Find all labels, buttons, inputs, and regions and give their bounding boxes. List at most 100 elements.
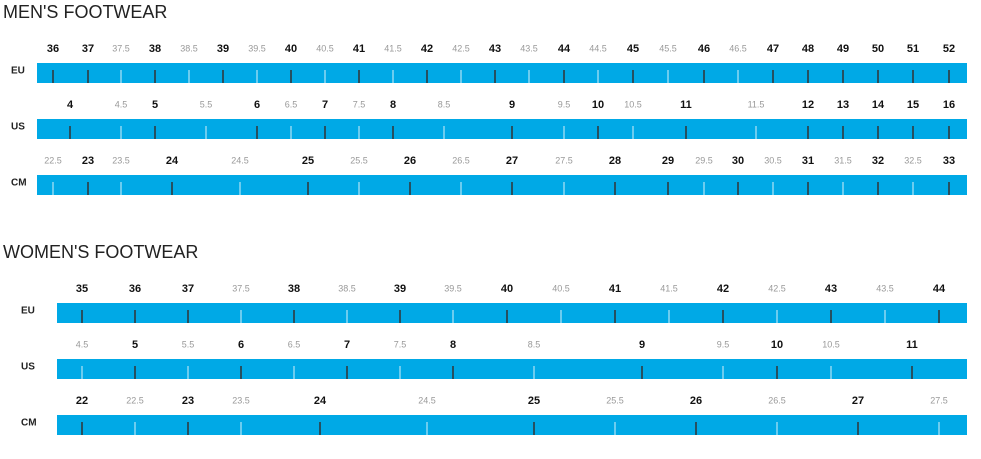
size-label: 27	[852, 395, 864, 407]
size-label: 39.5	[248, 43, 266, 53]
size-label: 22.5	[44, 155, 62, 165]
size-label: 16	[943, 99, 955, 111]
size-label: 8	[450, 339, 456, 351]
size-label: 7	[322, 99, 328, 111]
row-label: CM	[21, 418, 37, 429]
size-label: 29.5	[695, 155, 713, 165]
size-label: 42.5	[452, 43, 470, 53]
size-label: 6	[238, 339, 244, 351]
size-bar	[57, 303, 967, 323]
size-label: 38	[288, 283, 300, 295]
size-label: 44.5	[589, 43, 607, 53]
size-label: 23.5	[232, 395, 250, 405]
size-label: 29	[662, 155, 674, 167]
size-label: 25	[528, 395, 540, 407]
row-label: EU	[11, 66, 25, 77]
size-label: 7.5	[394, 339, 407, 349]
size-label: 10	[771, 339, 783, 351]
size-label: 40	[285, 43, 297, 55]
size-label: 43	[825, 283, 837, 295]
size-label: 10.5	[822, 339, 840, 349]
size-bar	[37, 175, 967, 195]
size-label: 6	[254, 99, 260, 111]
size-label: 5	[132, 339, 138, 351]
size-label: 37.5	[232, 283, 250, 293]
size-label: 27.5	[930, 395, 948, 405]
size-label: 32	[872, 155, 884, 167]
size-label: 5.5	[200, 99, 213, 109]
row-label: EU	[21, 306, 35, 317]
size-label: 4.5	[76, 339, 89, 349]
size-label: 26	[690, 395, 702, 407]
size-label: 8.5	[438, 99, 451, 109]
size-label: 38	[149, 43, 161, 55]
size-label: 42	[421, 43, 433, 55]
size-label: 37	[82, 43, 94, 55]
size-label: 46.5	[729, 43, 747, 53]
size-label: 30.5	[764, 155, 782, 165]
size-label: 24.5	[418, 395, 436, 405]
size-label: 41.5	[660, 283, 678, 293]
size-label: 23.5	[112, 155, 130, 165]
size-label: 6.5	[285, 99, 298, 109]
size-label: 8	[390, 99, 396, 111]
size-label: 39	[217, 43, 229, 55]
size-label: 5.5	[182, 339, 195, 349]
size-label: 45.5	[659, 43, 677, 53]
size-label: 36	[129, 283, 141, 295]
size-label: 51	[907, 43, 919, 55]
size-label: 25.5	[350, 155, 368, 165]
size-label: 45	[627, 43, 639, 55]
size-bar	[57, 359, 967, 379]
row-label: CM	[11, 178, 27, 189]
size-label: 26.5	[768, 395, 786, 405]
size-label: 25.5	[606, 395, 624, 405]
size-label: 11	[680, 99, 692, 111]
size-label: 26.5	[452, 155, 470, 165]
row-label: US	[11, 122, 25, 133]
size-label: 27.5	[555, 155, 573, 165]
size-label: 31	[802, 155, 814, 167]
size-label: 41	[353, 43, 365, 55]
size-label: 4	[67, 99, 74, 111]
size-label: 39	[394, 283, 406, 295]
size-label: 42	[717, 283, 729, 295]
size-label: 40	[501, 283, 513, 295]
size-label: 24	[314, 395, 327, 407]
size-label: 27	[506, 155, 518, 167]
size-label: 8.5	[528, 339, 541, 349]
size-label: 43	[489, 43, 501, 55]
size-label: 52	[943, 43, 955, 55]
section-title: WOMEN'S FOOTWEAR	[3, 242, 198, 262]
size-label: 38.5	[338, 283, 356, 293]
size-label: 40.5	[552, 283, 570, 293]
size-label: 22.5	[126, 395, 144, 405]
size-label: 31.5	[834, 155, 852, 165]
size-label: 36	[47, 43, 59, 55]
size-label: 46	[698, 43, 710, 55]
size-label: 22	[76, 395, 88, 407]
size-label: 9	[509, 99, 515, 111]
size-label: 25	[302, 155, 314, 167]
size-label: 28	[609, 155, 621, 167]
size-label: 4.5	[115, 99, 128, 109]
size-label: 23	[182, 395, 194, 407]
size-label: 30	[732, 155, 744, 167]
size-label: 23	[82, 155, 94, 167]
size-label: 43.5	[520, 43, 538, 53]
size-label: 14	[872, 99, 885, 111]
size-label: 49	[837, 43, 849, 55]
size-label: 33	[943, 155, 955, 167]
size-label: 35	[76, 283, 88, 295]
size-label: 26	[404, 155, 416, 167]
size-label: 32.5	[904, 155, 922, 165]
size-label: 11.5	[748, 99, 765, 109]
size-label: 37	[182, 283, 194, 295]
size-label: 41	[609, 283, 621, 295]
size-label: 9.5	[717, 339, 730, 349]
size-label: 6.5	[288, 339, 301, 349]
size-label: 10	[592, 99, 604, 111]
size-label: 42.5	[768, 283, 786, 293]
size-label: 7.5	[353, 99, 366, 109]
size-bar	[57, 415, 967, 435]
